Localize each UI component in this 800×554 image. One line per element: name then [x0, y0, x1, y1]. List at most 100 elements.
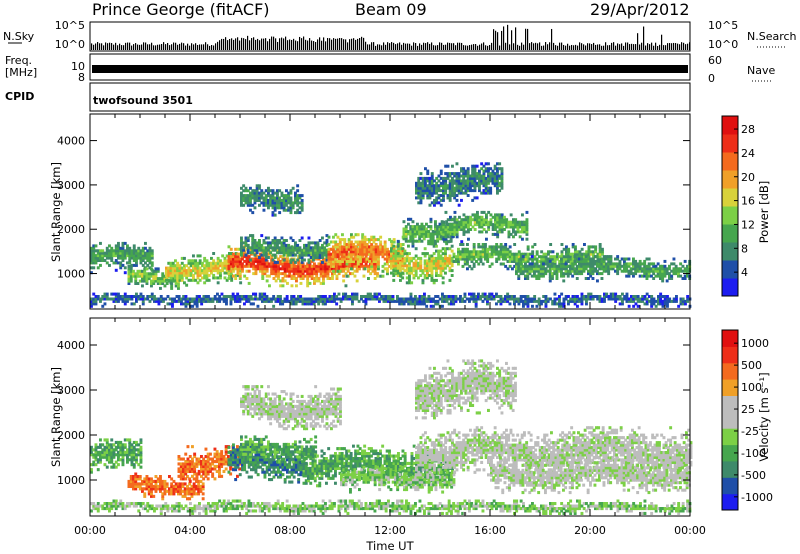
heatmap-cell — [665, 269, 669, 273]
heatmap-cell — [119, 249, 123, 253]
heatmap-cell — [234, 277, 238, 280]
heatmap-cell — [437, 264, 441, 268]
heatmap-cell — [333, 299, 336, 303]
heatmap-cell — [376, 272, 379, 276]
heatmap-cell — [551, 272, 554, 276]
heatmap-cell — [444, 232, 448, 236]
heatmap-cell — [312, 253, 315, 257]
heatmap-cell — [283, 299, 287, 303]
heatmap-cell — [489, 174, 493, 178]
heatmap-cell — [234, 252, 238, 255]
heatmap-cell — [562, 262, 566, 266]
heatmap-cell — [273, 236, 277, 240]
heatmap-cell — [354, 257, 358, 261]
nsky-bar — [375, 45, 377, 50]
heatmap-cell — [350, 235, 353, 239]
heatmap-cell — [623, 267, 626, 271]
heatmap-cell — [421, 179, 425, 183]
heatmap-cell — [271, 246, 275, 250]
heatmap-cell — [373, 262, 377, 266]
nsearch-label: N.Search — [747, 30, 797, 43]
nsky-bar — [263, 38, 265, 50]
heatmap-cell — [298, 256, 302, 259]
heatmap-cell — [246, 203, 250, 207]
heatmap-cell — [493, 174, 497, 178]
heatmap-cell — [427, 239, 431, 243]
heatmap-cell — [324, 297, 327, 301]
heatmap-cell — [221, 254, 225, 258]
heatmap-cell — [457, 176, 461, 180]
heatmap-cell — [450, 274, 454, 277]
nsky-bar — [409, 43, 411, 50]
heatmap-cell — [634, 259, 638, 263]
heatmap-cell — [431, 239, 435, 243]
heatmap-cell — [253, 189, 257, 193]
heatmap-cell — [589, 252, 593, 256]
heatmap-cell — [394, 269, 398, 273]
heatmap-cell — [580, 262, 584, 266]
heatmap-cell — [641, 262, 644, 266]
nsky-bar — [377, 44, 379, 50]
heatmap-cell — [478, 223, 482, 227]
heatmap-cell — [430, 261, 434, 265]
heatmap-cell — [499, 250, 503, 254]
heatmap-cell — [117, 261, 120, 265]
heatmap-cell — [383, 267, 387, 271]
heatmap-cell — [488, 252, 492, 256]
heatmap-cell — [143, 279, 147, 283]
nsky-bar — [229, 38, 231, 50]
heatmap-cell — [388, 257, 392, 261]
heatmap-cell — [251, 211, 255, 215]
heatmap-cell — [258, 194, 261, 198]
heatmap-cell — [227, 255, 231, 259]
heatmap-cell — [390, 243, 394, 246]
heatmap-cell — [485, 218, 488, 222]
heatmap-cell — [344, 264, 348, 268]
heatmap-cell — [414, 254, 418, 258]
heatmap-cell — [546, 264, 550, 268]
heatmap-cell — [616, 255, 620, 259]
heatmap-cell — [219, 269, 222, 273]
heatmap-cell — [324, 262, 328, 266]
heatmap-cell — [464, 172, 468, 176]
heatmap-cell — [359, 250, 362, 254]
heatmap-cell — [301, 299, 305, 303]
heatmap-cell — [239, 281, 243, 285]
heatmap-cell — [253, 194, 257, 198]
heatmap-cell — [227, 272, 231, 276]
heatmap-cell — [591, 297, 595, 301]
heatmap-cell — [280, 206, 284, 210]
heatmap-cell — [647, 274, 651, 278]
heatmap-cell — [496, 167, 499, 171]
heatmap-cell — [409, 295, 413, 298]
nsky-bar — [629, 44, 631, 50]
heatmap-cell — [282, 203, 286, 207]
heatmap-cell — [203, 276, 207, 280]
heatmap-cell — [347, 243, 351, 246]
heatmap-cell — [632, 304, 636, 308]
heatmap-cell — [310, 297, 314, 301]
heatmap-cell — [245, 264, 249, 268]
heatmap-cell — [438, 222, 442, 226]
power-heatmap-cells — [90, 162, 692, 308]
heatmap-cell — [542, 252, 546, 256]
heatmap-cell — [147, 277, 151, 281]
heatmap-cell — [249, 203, 252, 207]
heatmap-cell — [267, 241, 270, 245]
heatmap-cell — [317, 264, 321, 268]
heatmap-cell — [497, 245, 501, 249]
heatmap-cell — [470, 292, 474, 296]
heatmap-cell — [392, 238, 396, 242]
heatmap-cell — [232, 269, 235, 273]
heatmap-cell — [259, 262, 262, 266]
heatmap-cell — [551, 255, 555, 259]
heatmap-cell — [609, 297, 613, 301]
heatmap-cell — [103, 292, 107, 296]
heatmap-cell — [448, 247, 452, 251]
heatmap-cell — [169, 271, 173, 275]
heatmap-cell — [419, 274, 423, 277]
heatmap-cell — [165, 282, 169, 285]
heatmap-cell — [350, 260, 353, 263]
heatmap-cell — [183, 269, 186, 273]
heatmap-cell — [401, 252, 405, 256]
